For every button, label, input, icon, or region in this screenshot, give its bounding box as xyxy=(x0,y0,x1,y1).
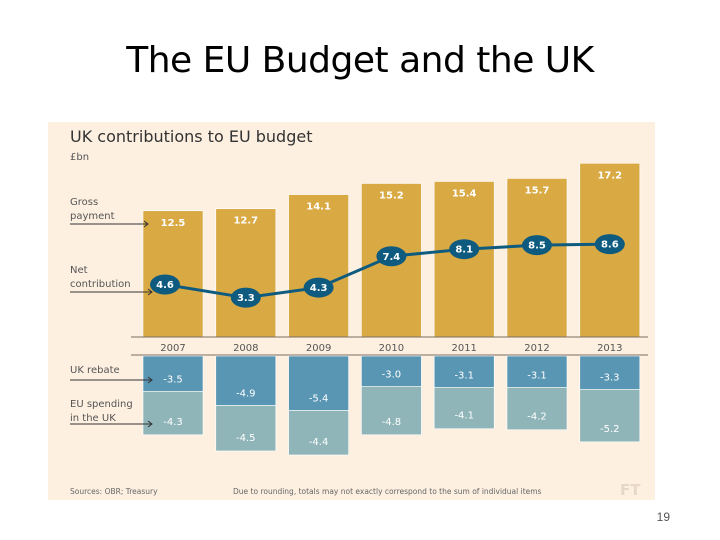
spending-bar xyxy=(142,391,204,436)
legend-rebate-line1: UK rebate xyxy=(70,365,120,376)
x-tick-label: 2007 xyxy=(160,343,185,354)
legend-spending-line2: in the UK xyxy=(70,413,116,424)
x-tick-label: 2013 xyxy=(597,343,622,354)
x-tick-label: 2012 xyxy=(524,343,549,354)
gross-bar-label: 17.2 xyxy=(597,170,622,181)
rebate-bar xyxy=(506,355,568,388)
net-marker xyxy=(449,239,480,260)
gross-bar-label: 14.1 xyxy=(306,202,331,213)
gross-bar-label: 15.4 xyxy=(452,188,477,199)
spending-bar-label: -4.4 xyxy=(309,437,329,448)
legend-rebate-arrow-head xyxy=(147,376,153,384)
rebate-bar-label: -3.0 xyxy=(382,369,402,380)
gross-bar-label: 15.2 xyxy=(379,190,404,201)
gross-bar-label: 12.5 xyxy=(161,218,186,229)
footer-note: Due to rounding, totals may not exactly … xyxy=(233,487,542,496)
rebate-bar xyxy=(361,355,422,387)
net-marker-label: 4.6 xyxy=(156,280,174,291)
rebate-bar-label: -3.1 xyxy=(527,370,547,381)
net-marker xyxy=(303,277,334,298)
spending-bar xyxy=(506,387,568,431)
slide-title: The EU Budget and the UK xyxy=(126,40,594,81)
x-tick-label: 2009 xyxy=(306,343,331,354)
legend-gross-line1: Gross xyxy=(70,197,98,208)
rebate-bar-label: -3.3 xyxy=(600,372,620,383)
net-marker-label: 3.3 xyxy=(237,293,255,304)
spending-bar-label: -4.2 xyxy=(527,412,547,423)
chart-title: UK contributions to EU budget xyxy=(70,127,312,146)
legend-gross-line2: payment xyxy=(70,211,115,222)
net-marker-label: 7.4 xyxy=(383,252,401,263)
rebate-bar xyxy=(579,355,641,390)
x-tick-label: 2008 xyxy=(233,343,258,354)
spending-bar xyxy=(361,385,422,436)
gross-bar xyxy=(506,178,568,338)
net-marker xyxy=(376,246,407,267)
rebate-bar xyxy=(142,355,204,392)
spending-bar-label: -4.1 xyxy=(454,411,474,422)
net-marker-label: 8.6 xyxy=(601,240,619,251)
page-number: 19 xyxy=(656,510,670,524)
net-marker xyxy=(230,287,261,308)
gross-bar xyxy=(142,210,204,338)
legend-spending-line1: EU spending xyxy=(70,399,133,410)
gross-bar-label: 15.7 xyxy=(525,185,550,196)
net-marker-label: 8.1 xyxy=(455,245,473,256)
rebate-bar xyxy=(433,355,495,388)
spending-bar xyxy=(433,387,495,430)
unit-label: £bn xyxy=(70,152,89,163)
legend-net-arrow-head xyxy=(147,288,153,296)
ft-logo: FT xyxy=(620,481,641,499)
rebate-bar xyxy=(288,355,349,411)
spending-bar-label: -4.3 xyxy=(163,417,183,428)
rebate-bar-label: -3.5 xyxy=(163,374,183,385)
negative-bars: -3.5 -4.3 -4.9 -4.5 -5.4 -4.4 -3.0 -4.8 -3.1 -4.1… xyxy=(142,355,641,456)
legend-net-line2: contribution xyxy=(70,279,131,290)
gross-bar xyxy=(433,181,495,338)
net-marker xyxy=(522,235,552,256)
net-marker-label: 4.3 xyxy=(310,283,328,294)
rebate-bar-label: -3.1 xyxy=(454,370,474,381)
net-marker xyxy=(594,234,625,255)
gross-bar xyxy=(288,194,349,338)
rebate-bar-label: -4.9 xyxy=(236,388,256,399)
spending-bar xyxy=(215,405,277,452)
gross-bar-label: 12.7 xyxy=(233,216,258,227)
legend-net-line1: Net xyxy=(70,265,88,276)
chart-svg: UK contributions to EU budget £bn 12.5 12… xyxy=(70,127,648,499)
x-axis: 2007 2008 2009 2010 2011 2012 2013 xyxy=(131,336,648,356)
x-tick-label: 2011 xyxy=(451,343,476,354)
footer-sources: Sources: OBR; Treasury xyxy=(70,487,158,496)
spending-bar xyxy=(288,410,349,456)
net-line: 4.6 3.3 4.3 7.4 8.1 8.5 8.6 xyxy=(150,234,625,308)
rebate-bar xyxy=(215,355,277,406)
chart-panel: UK contributions to EU budget £bn 12.5 12… xyxy=(48,122,655,500)
net-marker xyxy=(150,274,180,295)
gross-bar xyxy=(215,208,277,338)
spending-bar-label: -5.2 xyxy=(600,424,620,435)
legend-gross-arrow-head xyxy=(143,220,149,228)
spending-bar-label: -4.8 xyxy=(382,417,402,428)
spending-bar xyxy=(579,389,641,443)
net-marker-label: 8.5 xyxy=(528,241,546,252)
spending-bar-label: -4.5 xyxy=(236,433,256,444)
x-tick-label: 2010 xyxy=(379,343,404,354)
rebate-bar-label: -5.4 xyxy=(309,394,329,405)
legend-spending-arrow-head xyxy=(147,420,153,428)
